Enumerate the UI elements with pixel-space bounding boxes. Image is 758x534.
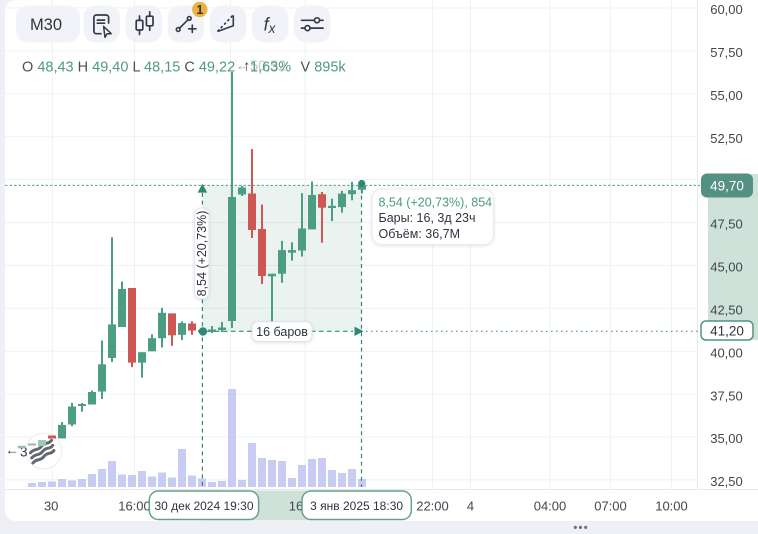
svg-text:3: 3 (20, 445, 28, 460)
svg-text:8,54 (+20,73%), 854: 8,54 (+20,73%), 854 (379, 196, 493, 210)
svg-text:10:00: 10:00 (655, 499, 688, 514)
svg-text:3 янв 2025 18:30: 3 янв 2025 18:30 (310, 499, 403, 513)
svg-text:37,50: 37,50 (710, 388, 743, 403)
svg-text:60,00: 60,00 (710, 2, 743, 17)
svg-text:55,00: 55,00 (710, 88, 743, 103)
svg-text:←: ← (236, 58, 249, 73)
svg-text:50,52: 50,52 (250, 59, 286, 75)
svg-text:52,50: 52,50 (710, 131, 743, 146)
svg-text:•••: ••• (573, 521, 589, 534)
svg-text:30: 30 (44, 499, 58, 514)
svg-text:07:00: 07:00 (594, 499, 627, 514)
svg-text:1: 1 (196, 3, 203, 17)
svg-text:49,70: 49,70 (710, 179, 744, 194)
svg-text:16:00: 16:00 (118, 499, 151, 514)
svg-text:Объём: 36,7М: Объём: 36,7М (379, 227, 461, 241)
svg-text:1,63%: 1,63% (250, 59, 291, 75)
svg-text:47,50: 47,50 (710, 217, 743, 232)
svg-text:4: 4 (467, 499, 474, 514)
svg-text:42,50: 42,50 (710, 303, 743, 318)
svg-text:32,50: 32,50 (710, 474, 743, 489)
svg-text:35,00: 35,00 (710, 431, 743, 446)
svg-text:O 48,43 H 49,40 L 48,15 C 49,2: O 48,43 H 49,40 L 48,15 C 49,22 (22, 59, 235, 75)
svg-text:←: ← (5, 442, 19, 458)
svg-text:V 895k: V 895k (301, 59, 347, 75)
svg-text:Бары: 16, 3д 23ч: Бары: 16, 3д 23ч (379, 211, 476, 225)
svg-text:8,54 (+20,73%): 8,54 (+20,73%) (195, 211, 209, 297)
svg-text:45,00: 45,00 (710, 260, 743, 275)
svg-text:57,50: 57,50 (710, 45, 743, 60)
svg-text:41,20: 41,20 (710, 323, 744, 338)
svg-text:16 баров: 16 баров (256, 325, 308, 339)
svg-text:↑: ↑ (243, 59, 250, 75)
svg-text:40,00: 40,00 (710, 345, 743, 360)
svg-text:M30: M30 (30, 16, 62, 34)
svg-text:30 дек 2024 19:30: 30 дек 2024 19:30 (155, 499, 254, 513)
svg-text:04:00: 04:00 (534, 499, 567, 514)
svg-text:22:00: 22:00 (416, 499, 449, 514)
